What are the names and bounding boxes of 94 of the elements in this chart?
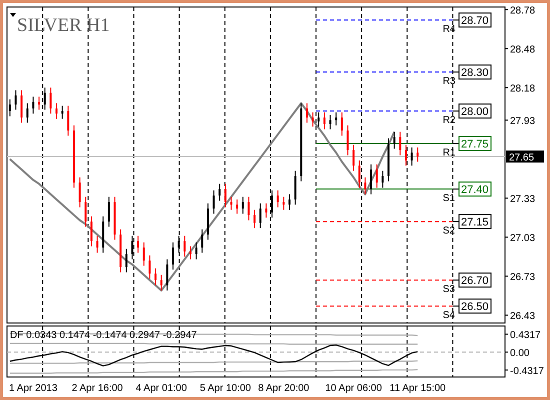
ref-line-label: 27.65 [509,152,534,164]
candlestick [172,242,174,270]
candlestick [393,131,396,150]
text: 28.00 [461,106,489,118]
chart-title: SILVER H1 [17,15,110,36]
candlestick [335,112,338,126]
candlestick [90,216,92,247]
candlestick [26,102,28,124]
candlestick [38,96,40,110]
candlestick [32,96,34,114]
candlestick [248,196,250,221]
chart-title: DF 0.0343 0.1474 -0.1474 0.2947 -0.2947 [10,330,198,341]
y-tick-label: 0.4317 [510,330,542,342]
ref-line-label: S2 [442,226,456,237]
y-tick-label: 26.43 [510,311,536,322]
text: 27.15 [461,216,489,229]
candlestick [125,248,128,273]
candlestick [160,274,162,291]
text: 26.50 [461,301,489,314]
candlestick [382,170,384,188]
candlestick [189,246,192,260]
candlestick [184,235,186,258]
ref-line-label: R4 [442,24,456,36]
candlestick [376,164,378,188]
candlestick [242,196,244,214]
y-tick-label: 28.18 [510,84,536,95]
line-series [8,102,396,292]
x-tick-label: 8 Apr 20:00 [258,383,310,394]
x-tick-label: 4 Apr 01:00 [136,383,188,394]
candlestick [212,190,215,214]
y-tick-label: 0.00 [510,348,530,360]
x-tick-label: 2 Apr 16:00 [72,383,124,394]
y-tick-label: 26.73 [510,272,536,284]
candlestick [399,131,402,156]
candlestick [346,124,349,156]
candlestick [20,90,23,124]
y-tick-label: 28.48 [510,44,536,56]
candlestick [370,164,372,195]
y-tick-label: 28.78 [510,6,536,17]
x-tick-label: 10 Apr 06:00 [325,383,382,394]
candlestick [352,144,355,172]
y-tick-label: -0.4317 [510,366,544,378]
candlestick [50,87,52,114]
candlestick [137,235,140,254]
candlestick [416,146,419,162]
text: 28.70 [461,15,489,28]
text: 26.70 [461,275,489,288]
candlestick [218,183,221,202]
candlestick [358,160,360,188]
candlestick [201,228,204,254]
ref-line-label: R2 [442,115,456,126]
candlestick [364,176,366,195]
ref-line-label: S4 [442,310,456,322]
candlestick [61,105,64,120]
candlestick [230,196,232,210]
x-tick-label: 1 Apr 2013 [9,383,58,394]
ref-line-label: R3 [442,76,456,88]
candlestick [56,102,58,120]
y-tick-label: 27.93 [510,116,536,128]
candlestick [404,144,407,166]
candlestick [288,194,290,210]
y-tick-label: 27.03 [510,233,536,244]
candlestick [294,170,296,206]
candlestick [166,258,168,291]
x-tick-label: 5 Apr 10:00 [200,383,252,394]
candlestick [108,196,110,228]
ref-line-label: S3 [442,284,456,296]
candlestick [154,268,157,286]
candlestick [265,202,268,218]
candlestick [254,209,256,229]
candlestick [14,90,17,110]
candlestick [142,242,145,266]
x-tick-label: 11 Apr 15:00 [390,383,446,394]
candlestick [306,102,308,124]
candlestick [282,196,285,210]
text: 28.30 [461,67,489,80]
candlestick [312,112,314,128]
candlestick [236,198,238,214]
candlestick [323,112,326,130]
candlestick [329,114,332,130]
candlestick [276,190,279,208]
candlestick [195,242,198,260]
candlestick [224,183,226,208]
candlestick [148,254,151,280]
candlestick [78,176,81,208]
text: 27.75 [461,138,489,151]
candlestick [96,235,98,254]
candlestick [67,105,70,136]
text: 27.40 [461,184,489,196]
candlestick [410,146,413,166]
y-tick-label: 27.33 [510,194,536,206]
candlestick [84,196,87,228]
candlestick [340,112,343,136]
candlestick [259,202,262,229]
